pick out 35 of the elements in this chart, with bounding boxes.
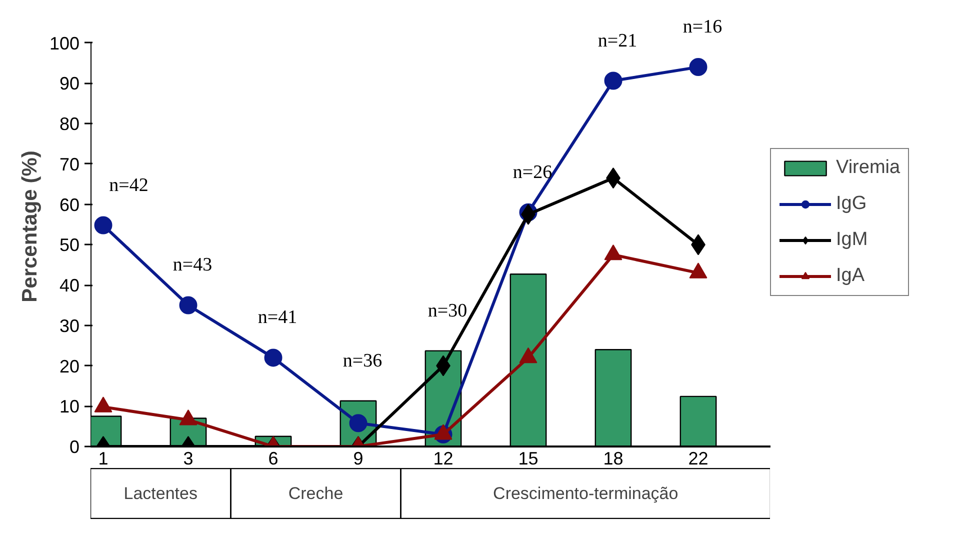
annotation: n=43: [172, 254, 212, 276]
x-tick-label: 22: [688, 448, 708, 468]
annotation: n=21: [598, 30, 638, 52]
y-tick-label: 100: [49, 33, 80, 54]
x-tick-label: 15: [518, 448, 538, 468]
y-tick-label: 60: [59, 194, 80, 215]
y-tick-label: 20: [59, 356, 80, 376]
y-tick-label: 40: [59, 276, 80, 296]
annotation: n=41: [258, 307, 298, 328]
annotation: n=42: [109, 174, 148, 196]
y-tick-label: 30: [59, 316, 80, 336]
x-tick-label: 12: [433, 448, 454, 468]
y-tick-label: 10: [59, 396, 80, 417]
x-tick-label: 9: [353, 448, 364, 468]
x-tick-label: 6: [268, 448, 278, 468]
y-tick-label: 0: [69, 437, 80, 457]
x-tick-label: 1: [98, 448, 108, 468]
text: Creche: [288, 484, 344, 503]
text: Lactentes: [124, 484, 198, 503]
y-tick-label: 70: [59, 154, 80, 174]
legend-label: IgA: [836, 265, 865, 287]
x-tick-label: 18: [603, 448, 624, 468]
annotation: n=30: [428, 300, 468, 322]
legend-label: IgG: [836, 193, 867, 215]
text: n=16: [682, 16, 722, 38]
text: Crescimento-terminação: [493, 484, 678, 503]
annotation: n=26: [512, 162, 552, 183]
y-tick-label: 80: [59, 114, 80, 134]
y-tick-label: 50: [59, 235, 80, 256]
y-axis-title: Percentage (%): [18, 150, 42, 302]
legend-label: IgM: [836, 229, 868, 251]
y-tick-label: 90: [59, 74, 80, 94]
legend-label: Viremia: [836, 157, 900, 179]
annotation: n=36: [342, 350, 382, 372]
x-tick-label: 3: [183, 448, 194, 468]
